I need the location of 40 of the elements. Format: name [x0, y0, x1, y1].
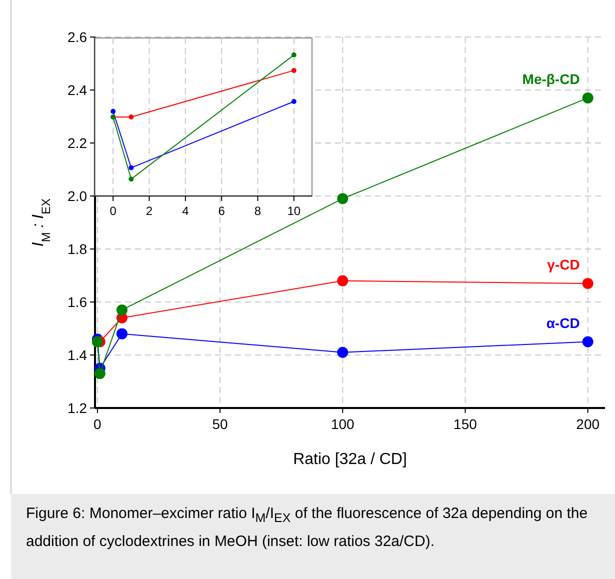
x-tick-label: 4 [182, 204, 190, 218]
point [291, 98, 296, 104]
y-tick-label: 1.6 [68, 294, 88, 310]
y-tick-label: 1.8 [68, 240, 88, 257]
point [110, 108, 116, 114]
y-tick-label: 2.2 [68, 134, 88, 151]
x-tick-label: 0 [110, 204, 117, 218]
x-axis-title: Ratio [32a / CD] [293, 451, 407, 468]
point [128, 165, 134, 170]
point [337, 193, 348, 204]
point [94, 368, 106, 380]
series-label: γ-CD [547, 256, 580, 272]
point [337, 275, 348, 286]
x-tick-label: 100 [330, 416, 355, 432]
x-tick-label: 0 [94, 416, 102, 432]
point [582, 278, 594, 289]
point [128, 176, 134, 182]
x-tick-label: 8 [254, 204, 262, 218]
series-label: Me-β-CD [522, 70, 580, 87]
x-tick-label: 50 [212, 416, 228, 432]
y-tick-label: 2.4 [68, 82, 88, 98]
point [128, 114, 134, 120]
point [291, 68, 296, 73]
y-tick-label: 2.0 [68, 188, 88, 204]
y-tick-label: 1.4 [68, 346, 88, 363]
x-tick-label: 10 [287, 204, 301, 218]
x-tick-label: 6 [218, 204, 226, 218]
point [582, 92, 594, 104]
y-tick-label: 1.2 [68, 400, 88, 416]
x-tick-label: 2 [146, 204, 153, 218]
point [337, 346, 348, 358]
point [116, 328, 128, 340]
point [582, 336, 594, 348]
point [291, 52, 296, 58]
x-tick-label: 200 [576, 416, 600, 432]
series-label: α-CD [546, 314, 580, 331]
x-tick-label: 150 [454, 416, 478, 432]
point [116, 304, 128, 316]
caption: Figure 6: Monomer–excimer ratio I$_{M}$/I$_{EX}$ of the fluorescence of 32a depending on the addition of cyclodextrines in MeOH (inset: low ratios 32a/CD). [11, 494, 615, 579]
y-tick-label: 2.6 [68, 28, 88, 45]
